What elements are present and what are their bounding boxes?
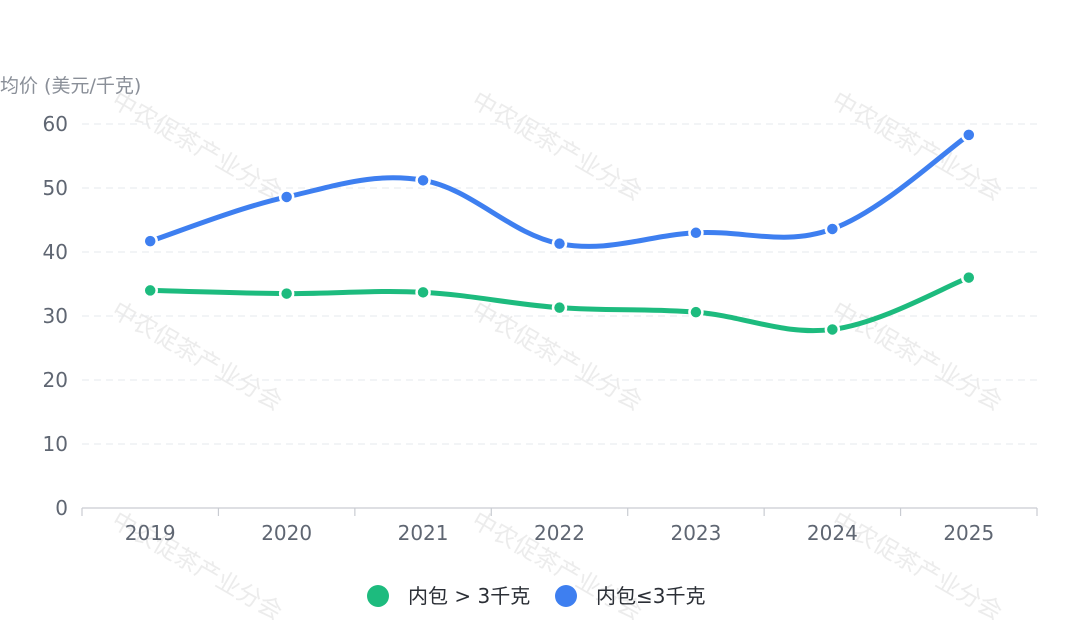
data-point[interactable] xyxy=(961,269,977,286)
data-point[interactable] xyxy=(278,285,295,302)
data-point[interactable] xyxy=(551,235,568,252)
x-tick-label: 2025 xyxy=(943,521,994,545)
data-point[interactable] xyxy=(415,172,431,189)
x-tick-label: 2021 xyxy=(398,521,449,545)
legend-item-1[interactable]: 内包 > 3千克 xyxy=(367,584,530,608)
y-tick-label: 0 xyxy=(55,496,68,520)
x-tick-label: 2022 xyxy=(534,521,585,545)
y-tick-label: 50 xyxy=(43,176,68,200)
y-tick-label: 10 xyxy=(43,432,68,456)
data-point[interactable] xyxy=(142,282,158,299)
legend-label: 内包 > 3千克 xyxy=(408,584,530,608)
data-point[interactable] xyxy=(961,127,977,143)
data-point[interactable] xyxy=(142,233,158,249)
data-point[interactable] xyxy=(824,221,841,237)
x-tick-label: 2019 xyxy=(125,521,176,545)
data-point[interactable] xyxy=(551,299,568,316)
watermark-text: 中农促茶产业分会 xyxy=(827,296,1007,416)
legend[interactable]: 内包 > 3千克 内包≤3千克 xyxy=(367,584,705,608)
x-tick-label: 2024 xyxy=(807,521,858,545)
series-2 xyxy=(142,127,977,252)
legend-item-2[interactable]: 内包≤3千克 xyxy=(555,584,705,608)
legend-marker xyxy=(555,585,577,607)
y-tick-label: 30 xyxy=(43,304,68,328)
legend-marker xyxy=(367,585,389,607)
y-tick-label: 20 xyxy=(43,368,68,392)
data-point[interactable] xyxy=(824,321,841,338)
series-layer xyxy=(142,127,977,338)
y-tick-label: 40 xyxy=(43,240,68,264)
y-axis-label: 均价 (美元/千克) xyxy=(0,75,141,97)
data-point[interactable] xyxy=(688,225,704,241)
data-point[interactable] xyxy=(278,189,295,205)
data-point[interactable] xyxy=(415,284,431,301)
x-tick-label: 2020 xyxy=(261,521,312,545)
series-1 xyxy=(142,269,977,338)
y-tick-label: 60 xyxy=(43,112,68,136)
legend-label: 内包≤3千克 xyxy=(596,584,705,608)
watermark-text: 中农促茶产业分会 xyxy=(107,296,287,416)
data-point[interactable] xyxy=(688,304,704,320)
axes: 0 10 20 30 40 50 60 2019 2020 2021 2022 2023 2024 202… xyxy=(43,112,1038,545)
x-tick-label: 2023 xyxy=(670,521,721,545)
